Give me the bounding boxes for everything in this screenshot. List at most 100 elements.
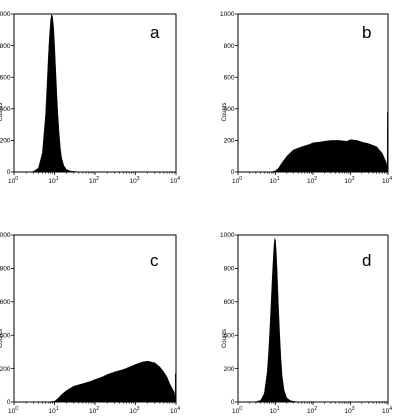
y-tick-label: 200 xyxy=(0,366,11,373)
histogram-panel-a: 02004006008001000Counts100101102103104a xyxy=(0,11,180,185)
y-tick-label: 400 xyxy=(0,106,11,113)
x-tick-base: 10 xyxy=(344,408,352,415)
x-tick-base: 10 xyxy=(129,408,137,415)
y-axis-label: Counts xyxy=(222,102,228,121)
panel-label: b xyxy=(362,23,371,42)
histogram-area-d xyxy=(238,237,388,403)
x-tick-base: 10 xyxy=(307,178,315,185)
x-tick-exponent: 2 xyxy=(314,176,317,182)
x-tick-label: 103 xyxy=(129,176,139,185)
x-tick-base: 10 xyxy=(48,408,56,415)
x-tick-label: 103 xyxy=(344,176,354,185)
x-tick-base: 10 xyxy=(48,178,56,185)
x-tick-base: 10 xyxy=(344,178,352,185)
x-tick-base: 10 xyxy=(8,178,16,185)
x-tick-exponent: 3 xyxy=(352,406,355,412)
y-tick-label: 600 xyxy=(0,299,11,306)
y-tick-label: 0 xyxy=(231,399,235,406)
x-tick-label: 104 xyxy=(382,406,392,415)
y-tick-label: 200 xyxy=(224,138,235,145)
x-tick-base: 10 xyxy=(307,408,315,415)
x-tick-base: 10 xyxy=(8,408,16,415)
x-tick-exponent: 4 xyxy=(177,406,180,412)
x-tick-exponent: 2 xyxy=(314,406,317,412)
y-tick-label: 800 xyxy=(224,43,235,50)
histogram-area-a xyxy=(14,13,176,173)
panel-label: a xyxy=(150,23,160,42)
x-tick-exponent: 4 xyxy=(389,176,392,182)
x-tick-exponent: 3 xyxy=(352,176,355,182)
x-tick-exponent: 2 xyxy=(96,176,99,182)
x-tick-label: 103 xyxy=(344,406,354,415)
x-tick-label: 102 xyxy=(89,176,99,185)
x-tick-label: 100 xyxy=(232,176,242,185)
x-tick-label: 101 xyxy=(269,406,279,415)
y-tick-label: 400 xyxy=(224,106,235,113)
y-tick-label: 1000 xyxy=(220,11,235,18)
x-tick-base: 10 xyxy=(89,408,97,415)
x-tick-label: 104 xyxy=(382,176,392,185)
x-tick-exponent: 0 xyxy=(15,406,18,412)
x-tick-label: 100 xyxy=(232,406,242,415)
x-tick-base: 10 xyxy=(89,178,97,185)
y-tick-label: 600 xyxy=(224,299,235,306)
x-tick-label: 102 xyxy=(307,406,317,415)
y-tick-label: 400 xyxy=(0,332,11,339)
x-tick-label: 103 xyxy=(129,406,139,415)
x-tick-label: 104 xyxy=(170,406,180,415)
x-tick-exponent: 0 xyxy=(239,176,242,182)
x-tick-exponent: 1 xyxy=(56,176,59,182)
x-tick-base: 10 xyxy=(170,408,178,415)
y-axis-label: Counts xyxy=(222,329,228,348)
y-tick-label: 600 xyxy=(224,74,235,81)
x-tick-label: 101 xyxy=(48,176,58,185)
x-tick-exponent: 3 xyxy=(137,176,140,182)
x-tick-label: 100 xyxy=(8,176,18,185)
x-tick-exponent: 1 xyxy=(56,406,59,412)
histogram-area-c xyxy=(14,360,177,403)
x-tick-exponent: 1 xyxy=(277,406,280,412)
x-tick-exponent: 3 xyxy=(137,406,140,412)
panel-label: d xyxy=(362,251,371,270)
y-axis-label: Counts xyxy=(0,329,4,348)
x-tick-base: 10 xyxy=(232,178,240,185)
x-tick-exponent: 1 xyxy=(277,176,280,182)
histogram-area-b xyxy=(238,111,389,173)
x-tick-base: 10 xyxy=(269,408,277,415)
x-tick-exponent: 0 xyxy=(15,176,18,182)
x-tick-exponent: 4 xyxy=(389,406,392,412)
x-tick-label: 102 xyxy=(89,406,99,415)
y-tick-label: 0 xyxy=(7,399,11,406)
x-tick-label: 101 xyxy=(269,176,279,185)
x-tick-base: 10 xyxy=(170,178,178,185)
x-tick-label: 101 xyxy=(48,406,58,415)
x-tick-base: 10 xyxy=(382,178,390,185)
y-tick-label: 200 xyxy=(224,366,235,373)
x-tick-base: 10 xyxy=(269,178,277,185)
x-tick-label: 104 xyxy=(170,176,180,185)
x-tick-base: 10 xyxy=(232,408,240,415)
x-tick-base: 10 xyxy=(129,178,137,185)
y-tick-label: 0 xyxy=(231,169,235,176)
y-tick-label: 1000 xyxy=(220,232,235,239)
x-tick-exponent: 2 xyxy=(96,406,99,412)
y-tick-label: 800 xyxy=(0,266,11,273)
y-tick-label: 800 xyxy=(0,43,11,50)
y-tick-label: 400 xyxy=(224,332,235,339)
histogram-panel-c: 02004006008001000Counts100101102103104c xyxy=(0,232,180,415)
y-tick-label: 600 xyxy=(0,74,11,81)
x-tick-label: 102 xyxy=(307,176,317,185)
y-tick-label: 0 xyxy=(7,169,11,176)
panel-label: c xyxy=(150,251,159,270)
x-tick-exponent: 4 xyxy=(177,176,180,182)
x-tick-exponent: 0 xyxy=(239,406,242,412)
y-tick-label: 1000 xyxy=(0,11,11,18)
x-tick-base: 10 xyxy=(382,408,390,415)
y-tick-label: 200 xyxy=(0,138,11,145)
y-tick-label: 800 xyxy=(224,266,235,273)
x-tick-label: 100 xyxy=(8,406,18,415)
y-axis-label: Counts xyxy=(0,102,4,121)
